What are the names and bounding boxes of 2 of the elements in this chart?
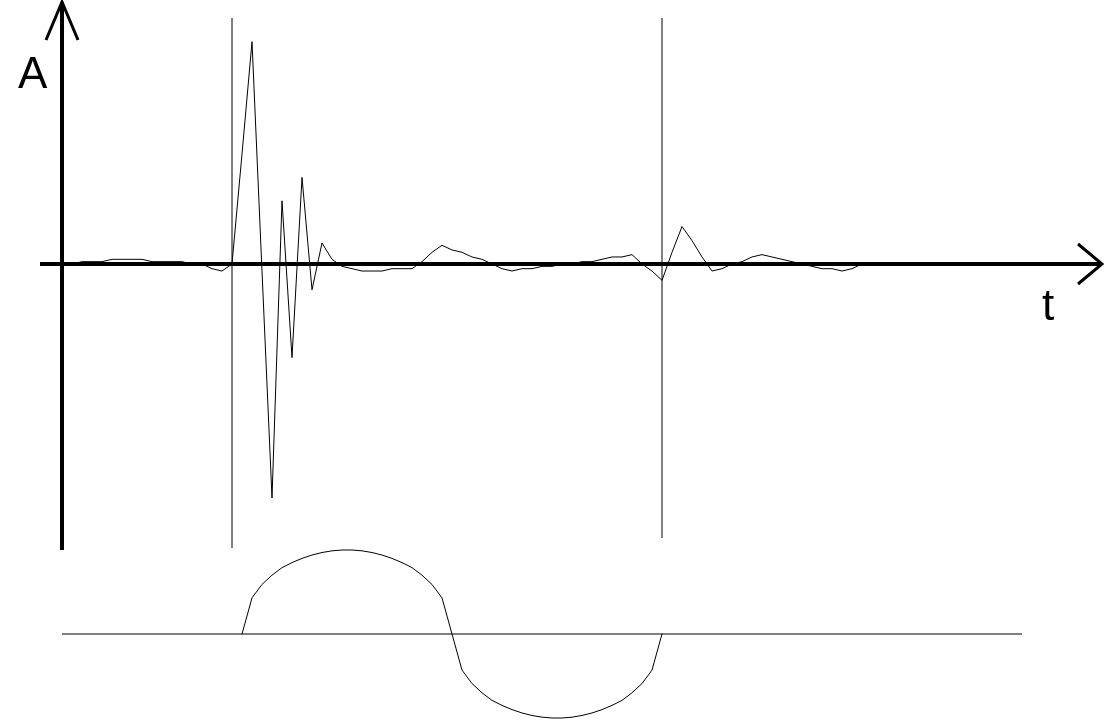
y-axis-title: A bbox=[18, 48, 48, 97]
x-axis-title: t bbox=[1042, 280, 1055, 329]
